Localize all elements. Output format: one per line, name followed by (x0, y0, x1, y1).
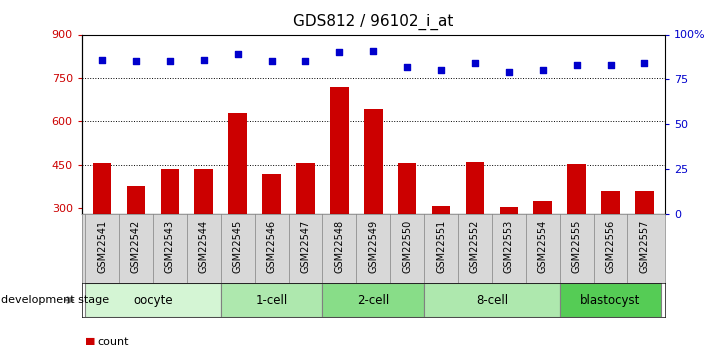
Point (368, 48, 379, 53)
Text: development stage: development stage (1, 295, 109, 305)
Text: GSM22545: GSM22545 (232, 219, 242, 273)
Point (571, 62, 582, 68)
Point (638, 60, 650, 66)
Point (435, 68, 447, 73)
Bar (85, 283, 220, 317)
Point (198, 57, 210, 62)
Text: oocyte: oocyte (133, 294, 173, 307)
Bar (220, 283, 322, 317)
Text: GSM22549: GSM22549 (368, 219, 378, 273)
Text: ■: ■ (85, 337, 96, 345)
Bar (432, 206, 450, 295)
Bar (92, 163, 112, 295)
Text: GSM22557: GSM22557 (639, 219, 649, 273)
Text: 2-cell: 2-cell (357, 294, 390, 307)
Point (469, 60, 481, 66)
Text: GSM22554: GSM22554 (538, 219, 547, 273)
Bar (228, 113, 247, 295)
Point (333, 50, 345, 55)
Text: GSM22541: GSM22541 (97, 219, 107, 273)
Bar (195, 169, 213, 295)
Point (537, 68, 548, 73)
Point (97, 57, 108, 62)
Bar (322, 283, 424, 317)
Bar (533, 201, 552, 295)
Text: GSM22553: GSM22553 (504, 219, 514, 273)
Point (300, 59, 311, 64)
Text: GSM22551: GSM22551 (436, 219, 446, 273)
Bar (330, 87, 348, 295)
Point (232, 51, 243, 57)
Text: count: count (97, 337, 129, 345)
Text: GSM22552: GSM22552 (470, 219, 480, 273)
Point (402, 64, 413, 70)
Text: GSM22556: GSM22556 (606, 219, 616, 273)
Bar (127, 186, 145, 295)
Point (503, 69, 515, 75)
Bar (424, 283, 560, 317)
Point (266, 59, 277, 64)
Text: 8-cell: 8-cell (476, 294, 508, 307)
Bar (466, 162, 484, 295)
Bar (500, 207, 518, 295)
Bar (262, 174, 281, 295)
Bar (602, 191, 620, 295)
Bar (560, 283, 661, 317)
Bar (161, 169, 179, 295)
Text: GSM22544: GSM22544 (199, 219, 209, 273)
Bar (398, 163, 417, 295)
Point (605, 62, 616, 68)
Text: GSM22543: GSM22543 (165, 219, 175, 273)
Point (130, 59, 141, 64)
Text: GSM22547: GSM22547 (301, 219, 311, 273)
Text: GSM22555: GSM22555 (572, 219, 582, 273)
Text: GSM22548: GSM22548 (334, 219, 344, 273)
Bar (364, 109, 383, 295)
Bar (296, 163, 315, 295)
Text: 1-cell: 1-cell (255, 294, 288, 307)
Bar (567, 164, 586, 295)
Point (164, 59, 176, 64)
Text: blastocyst: blastocyst (580, 294, 641, 307)
Bar (635, 191, 654, 295)
Text: GSM22546: GSM22546 (267, 219, 277, 273)
Title: GDS812 / 96102_i_at: GDS812 / 96102_i_at (293, 14, 454, 30)
Text: GSM22542: GSM22542 (131, 219, 141, 273)
Text: GSM22550: GSM22550 (402, 219, 412, 273)
